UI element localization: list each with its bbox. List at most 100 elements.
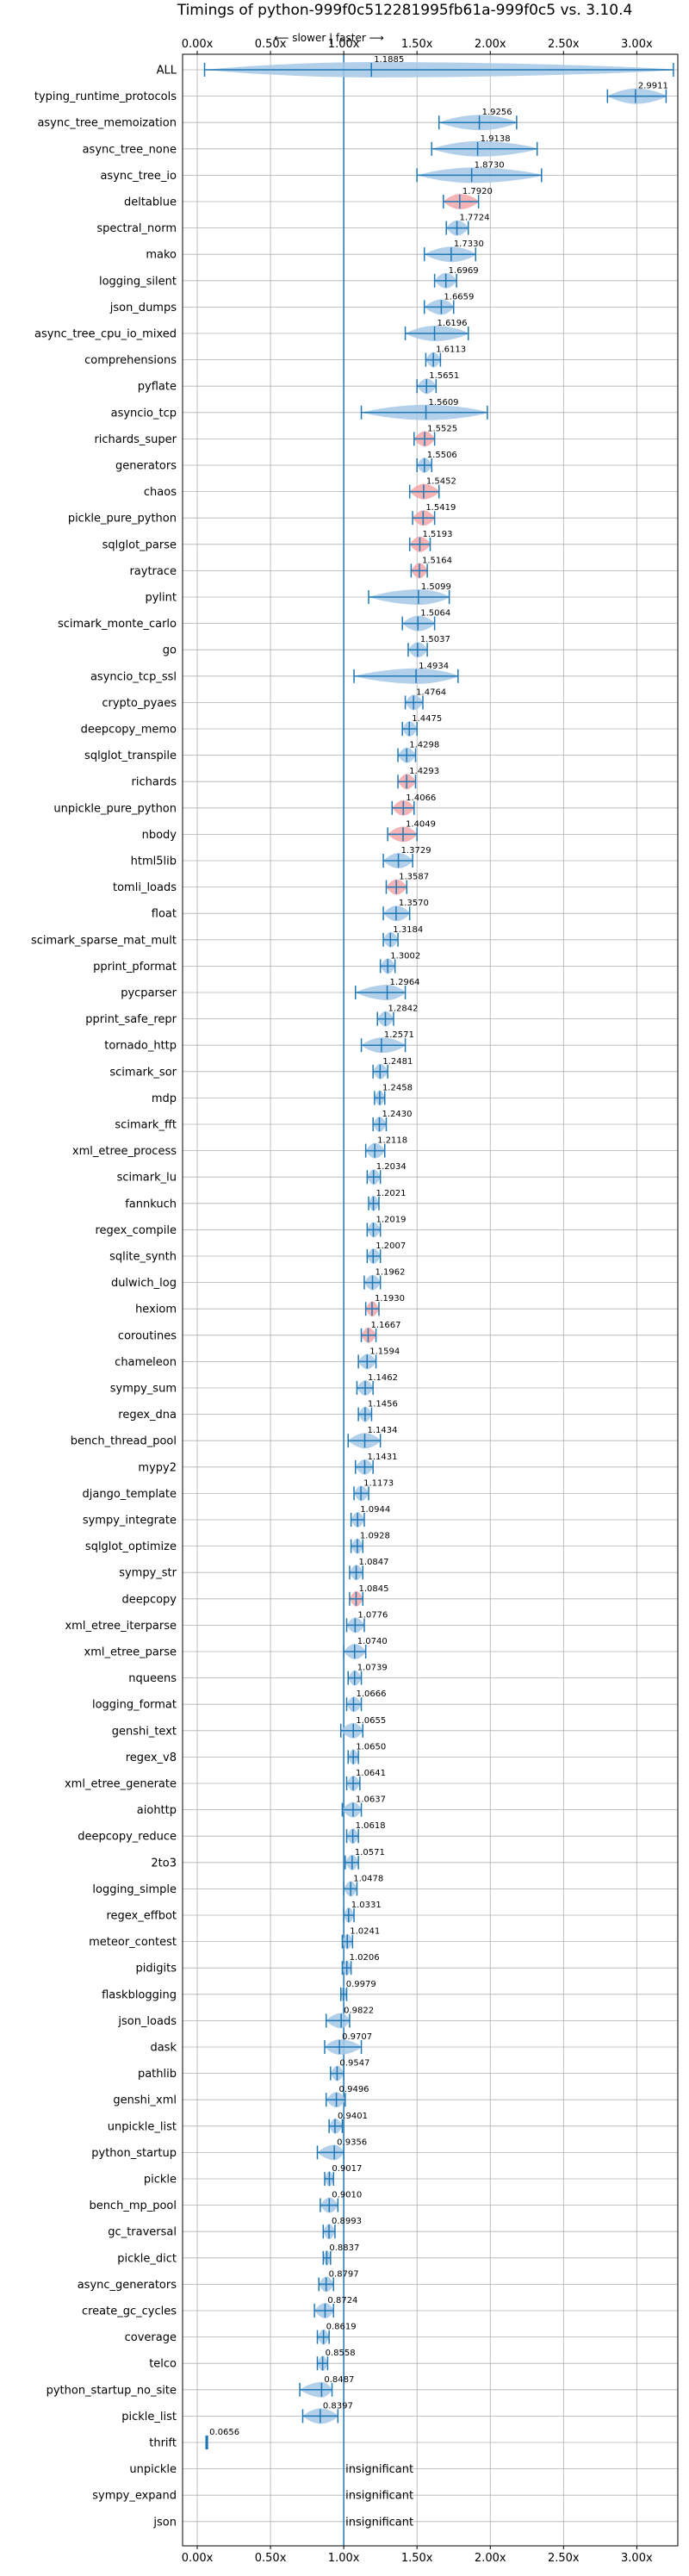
- value-label: 0.8837: [329, 2243, 359, 2253]
- x-tick-label-bottom: 1.50x: [401, 2552, 433, 2565]
- value-label: 1.1462: [368, 1373, 398, 1383]
- insignificant-label: insignificant: [345, 2490, 413, 2503]
- category-label: float: [152, 908, 177, 921]
- category-label: async_tree_cpu_io_mixed: [34, 328, 177, 341]
- category-label: create_gc_cycles: [82, 2305, 177, 2318]
- category-label: nbody: [142, 829, 177, 842]
- value-label: 1.2571: [384, 1030, 414, 1040]
- value-label: 1.0571: [355, 1848, 385, 1857]
- x-tick-label-bottom: 0.50x: [255, 2552, 287, 2565]
- value-label: 1.8730: [475, 160, 505, 170]
- value-label: 0.9707: [342, 2032, 372, 2042]
- category-label: chaos: [144, 486, 177, 499]
- category-label: sympy_integrate: [83, 1515, 177, 1528]
- category-label: pprint_safe_repr: [85, 1013, 177, 1026]
- value-label: 1.5609: [429, 398, 459, 408]
- value-label: 0.8993: [332, 2217, 362, 2226]
- value-label: 1.3002: [390, 951, 420, 961]
- value-label: 0.9356: [337, 2137, 367, 2147]
- category-label: xml_etree_process: [72, 1145, 177, 1158]
- category-labels: ALL typing_runtime_protocols async_tree_me…: [31, 65, 177, 2529]
- chart-title: Timings of python-999f0c512281995fb61a-9…: [177, 2, 633, 19]
- category-label: scimark_sor: [109, 1066, 177, 1079]
- value-label: 1.2019: [376, 1215, 406, 1224]
- category-label: pprint_pformat: [93, 961, 177, 974]
- category-label: richards_super: [94, 433, 177, 446]
- value-label: 1.3587: [399, 873, 429, 882]
- value-label: 0.9979: [346, 1980, 376, 1989]
- category-label: scimark_lu: [117, 1172, 177, 1185]
- value-label: 1.1667: [370, 1321, 400, 1330]
- x-axis-ticks: 0.00x 0.00x 0.50x 0.50x 1.00x 1.00x 1.50x 1.50x…: [182, 38, 653, 2565]
- value-label: 1.1434: [368, 1426, 398, 1435]
- category-label: genshi_xml: [113, 2094, 177, 2107]
- category-label: thrift: [149, 2437, 177, 2450]
- value-label: 1.7920: [462, 187, 493, 196]
- value-label: 0.9401: [338, 2112, 368, 2121]
- value-label: 2.9911: [638, 82, 668, 91]
- insignificant-label: insignificant: [345, 2516, 413, 2529]
- category-label: pathlib: [138, 2068, 177, 2081]
- violins: [203, 62, 674, 2449]
- category-label: coroutines: [118, 1329, 177, 1342]
- value-label: 0.8487: [324, 2375, 354, 2385]
- value-label: 1.4475: [412, 714, 442, 724]
- value-label: 0.9010: [332, 2191, 362, 2200]
- category-label: pidigits: [136, 1963, 177, 1976]
- category-label: spectral_norm: [96, 222, 177, 235]
- category-label: ALL: [157, 65, 177, 78]
- category-label: mdp: [152, 1092, 177, 1105]
- value-label: 1.5193: [422, 530, 452, 539]
- category-label: coverage: [125, 2331, 177, 2344]
- value-label: 0.9496: [339, 2085, 369, 2094]
- category-label: python_startup_no_site: [47, 2384, 177, 2397]
- category-label: hexiom: [135, 1304, 177, 1316]
- category-label: asyncio_tcp_ssl: [90, 670, 177, 683]
- category-label: deepcopy_reduce: [78, 1831, 177, 1844]
- value-label: 1.2021: [376, 1189, 407, 1198]
- value-label: 1.4764: [416, 688, 446, 697]
- value-label: 1.0641: [356, 1769, 386, 1778]
- category-label: gc_traversal: [108, 2226, 177, 2239]
- category-label: meteor_contest: [89, 1936, 177, 1949]
- category-label: pycparser: [121, 987, 177, 1000]
- category-label: pickle_list: [121, 2411, 177, 2424]
- category-label: async_generators: [78, 2279, 177, 2292]
- category-label: go: [163, 644, 177, 657]
- value-label: 0.8397: [323, 2401, 353, 2411]
- category-label: richards: [132, 776, 177, 789]
- category-label: tomli_loads: [113, 881, 177, 894]
- value-label: 0.9547: [339, 2059, 369, 2069]
- value-label: 1.6196: [438, 319, 468, 328]
- category-label: dask: [150, 2042, 177, 2055]
- category-label: generators: [115, 460, 177, 473]
- x-tick-label-top: 3.00x: [621, 38, 653, 51]
- category-label: 2to3: [151, 1857, 177, 1870]
- category-label: aiohttp: [137, 1804, 177, 1817]
- category-label: scimark_fft: [115, 1119, 177, 1132]
- category-label: tornado_http: [104, 1040, 177, 1053]
- value-label: 1.1431: [367, 1453, 397, 1462]
- category-label: django_template: [83, 1488, 177, 1501]
- category-label: sqlglot_parse: [102, 538, 177, 551]
- value-label: 0.8558: [326, 2349, 356, 2358]
- category-label: sqlglot_optimize: [85, 1540, 177, 1553]
- category-label: pylint: [145, 592, 177, 605]
- category-label: json: [152, 2516, 177, 2529]
- value-label: 1.2842: [388, 1005, 418, 1014]
- value-label: 1.0845: [359, 1584, 389, 1594]
- value-label: 1.1594: [369, 1347, 400, 1356]
- category-label: mypy2: [138, 1461, 177, 1474]
- category-label: scimark_sparse_mat_mult: [31, 934, 177, 947]
- category-label: regex_dna: [118, 1409, 177, 1422]
- category-label: regex_effbot: [106, 1910, 177, 1923]
- category-label: typing_runtime_protocols: [34, 90, 177, 103]
- value-label: 1.5064: [420, 609, 450, 619]
- category-label: logging_silent: [99, 275, 177, 288]
- value-label: 1.0241: [350, 1927, 380, 1937]
- value-label: 1.0655: [356, 1716, 386, 1726]
- category-label: async_tree_io: [100, 170, 177, 183]
- category-label: telco: [149, 2358, 177, 2371]
